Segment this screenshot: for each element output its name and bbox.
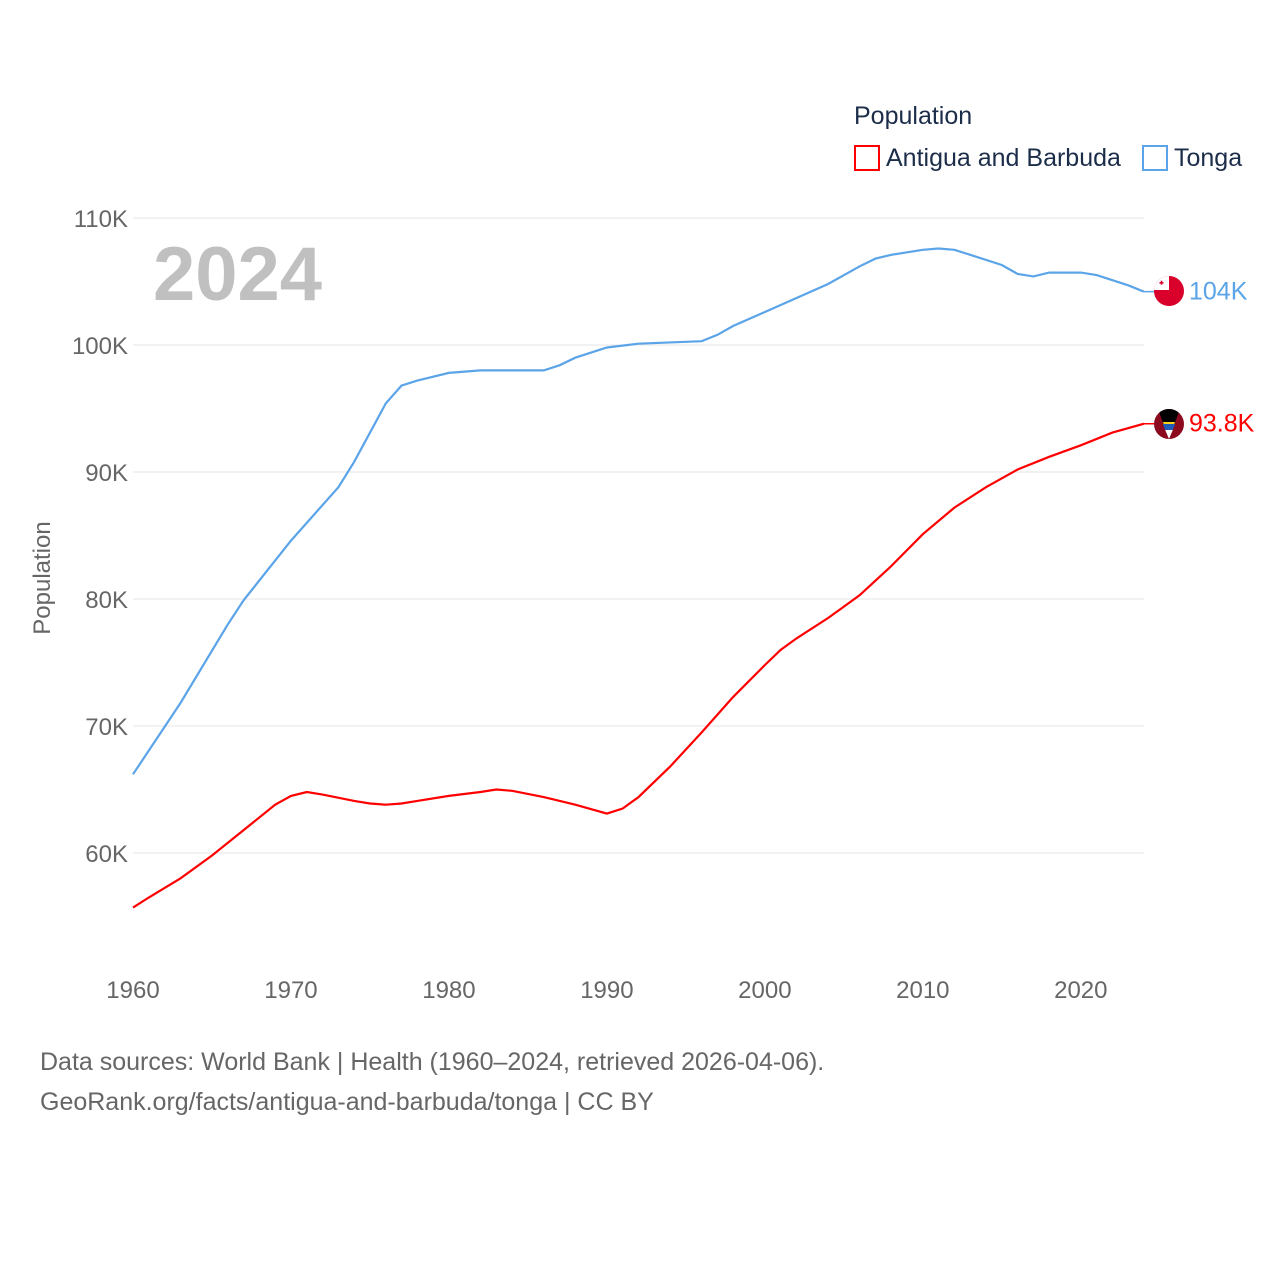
legend: Population Antigua and Barbuda Tonga bbox=[854, 102, 1242, 172]
y-axis-label: Population bbox=[29, 521, 56, 634]
x-tick-label: 1990 bbox=[580, 977, 633, 1004]
legend-item-antigua[interactable]: Antigua and Barbuda bbox=[854, 144, 1121, 172]
legend-item-tonga[interactable]: Tonga bbox=[1142, 144, 1242, 172]
antigua-flag-icon bbox=[1154, 409, 1184, 439]
y-tick-label: 90K bbox=[85, 460, 128, 487]
legend-swatch-antigua bbox=[854, 145, 880, 171]
x-tick-label: 1960 bbox=[106, 977, 159, 1004]
year-watermark: 2024 bbox=[153, 232, 322, 317]
series-line-tonga[interactable] bbox=[132, 247, 1145, 775]
legend-swatch-tonga bbox=[1142, 145, 1168, 171]
y-tick-label: 110K bbox=[74, 206, 128, 233]
series-line-antigua-and-barbuda[interactable] bbox=[132, 422, 1145, 909]
data-source-note: Data sources: World Bank | Health (1960–… bbox=[40, 1048, 825, 1076]
x-tick-label: 1980 bbox=[422, 977, 475, 1004]
end-value-label: 93.8K bbox=[1189, 410, 1255, 438]
y-tick-label: 100K bbox=[72, 333, 128, 360]
tonga-flag-icon bbox=[1154, 276, 1184, 306]
y-tick-label: 70K bbox=[85, 714, 128, 741]
legend-title: Population bbox=[854, 102, 972, 130]
y-tick-label: 60K bbox=[85, 841, 128, 868]
legend-label-antigua: Antigua and Barbuda bbox=[886, 144, 1121, 172]
source-link[interactable]: GeoRank.org/facts/antigua-and-barbuda/to… bbox=[40, 1088, 654, 1116]
y-tick-label: 80K bbox=[85, 587, 128, 614]
x-tick-label: 2000 bbox=[738, 977, 791, 1004]
x-tick-label: 2010 bbox=[896, 977, 949, 1004]
x-tick-label: 1970 bbox=[264, 977, 317, 1004]
x-tick-label: 2020 bbox=[1054, 977, 1107, 1004]
end-value-label: 104K bbox=[1189, 278, 1248, 306]
footer: Data sources: World Bank | Health (1960–… bbox=[40, 1042, 824, 1122]
legend-label-tonga: Tonga bbox=[1174, 144, 1242, 172]
